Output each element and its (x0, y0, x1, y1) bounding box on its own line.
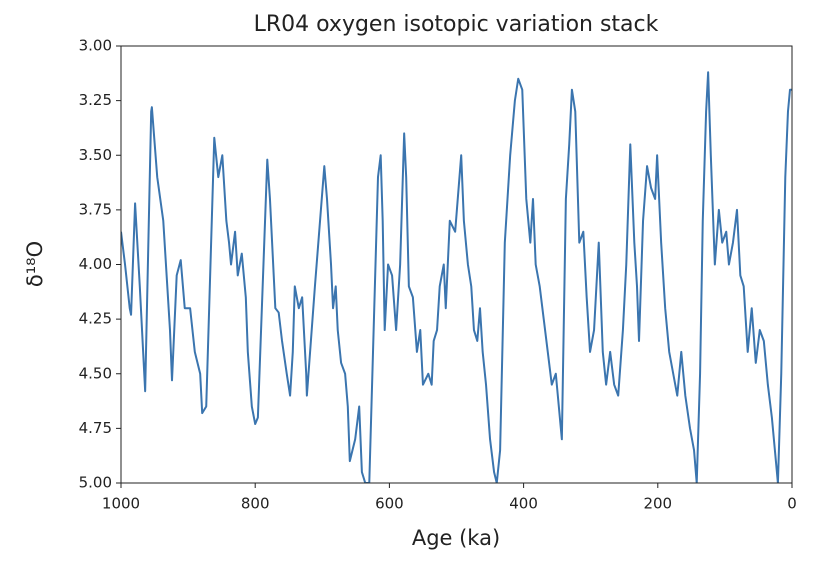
y-tick-label: 3.75 (79, 200, 112, 218)
x-axis-label: Age (ka) (412, 526, 500, 550)
plot-area (121, 71, 792, 483)
y-tick-label: 4.75 (79, 419, 112, 437)
y-tick-label: 3.25 (79, 91, 112, 109)
chart-title: LR04 oxygen isotopic variation stack (254, 12, 659, 37)
x-tick-label: 800 (241, 495, 270, 513)
y-tick-label: 4.00 (79, 255, 112, 273)
x-tick-label: 0 (787, 495, 797, 513)
x-tick-label: 400 (509, 495, 538, 513)
data-line (121, 71, 792, 483)
y-tick-label: 3.00 (79, 37, 112, 55)
y-tick-label: 3.50 (79, 146, 112, 164)
x-tick-label: 200 (643, 495, 672, 513)
x-tick-label: 600 (375, 495, 404, 513)
y-tick-label: 4.25 (79, 310, 112, 328)
plot-frame (120, 45, 793, 484)
y-tick-label: 5.00 (79, 474, 112, 492)
y-tick-label: 4.50 (79, 364, 112, 382)
y-axis-label: δ¹⁸O (23, 241, 47, 287)
x-tick-label: 1000 (102, 495, 140, 513)
